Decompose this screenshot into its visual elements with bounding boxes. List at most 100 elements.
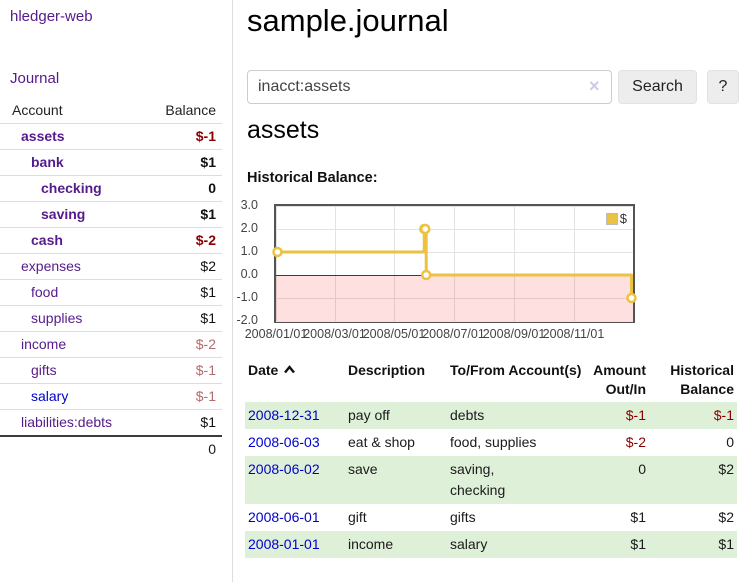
register-accounts-cell: debts: [450, 407, 485, 423]
chart-plot[interactable]: $: [272, 204, 637, 323]
register-balance-cell: $2: [718, 509, 734, 525]
account-name-cell: liabilities:debts: [0, 410, 148, 437]
register-header-date[interactable]: Date: [245, 358, 345, 402]
account-balance: $-2: [195, 232, 216, 248]
register-balance-cell: $-1: [713, 407, 734, 423]
data-point-marker: [626, 292, 637, 304]
account-balance: $1: [200, 284, 216, 300]
data-point-marker: [420, 269, 432, 281]
account-row: cash $-2: [0, 227, 222, 254]
register-date-cell: 2008-06-01: [245, 504, 345, 531]
register-row: 2008-06-01 gift gifts $1 $2: [245, 504, 737, 531]
accounts-total-row: 0: [0, 436, 222, 462]
account-name-cell: income: [0, 332, 148, 358]
clear-search-icon[interactable]: ×: [589, 76, 600, 96]
account-row: bank $1: [0, 149, 222, 176]
register-header-date-label: Date: [248, 362, 279, 378]
x-axis-tick-label: 2008/11/01: [542, 327, 605, 341]
account-balance: $1: [200, 154, 216, 170]
sidebar-account-link[interactable]: bank: [31, 154, 64, 170]
account-row: supplies $1: [0, 305, 222, 332]
transaction-date-link[interactable]: 2008-06-02: [248, 461, 320, 477]
data-point-marker: [419, 223, 431, 235]
accounts-table-header-row: Account Balance: [0, 98, 222, 124]
account-row: income $-2: [0, 331, 222, 358]
register-description-cell: save: [348, 461, 378, 477]
account-heading: assets: [247, 116, 320, 144]
sidebar-account-link[interactable]: assets: [21, 128, 65, 144]
gridline-vertical: [394, 206, 396, 321]
register-date-cell: 2008-01-01: [245, 531, 345, 558]
account-name-cell: assets: [0, 124, 148, 150]
transaction-date-link[interactable]: 2008-12-31: [248, 407, 320, 423]
gridline-vertical: [514, 206, 515, 321]
sidebar: hledger-web Journal Account Balance asse…: [0, 0, 233, 582]
sidebar-account-link[interactable]: saving: [41, 206, 86, 222]
data-point-marker: [272, 246, 283, 258]
gridline-vertical: [276, 206, 277, 321]
register-amount-cell: $1: [630, 536, 646, 552]
sidebar-account-link[interactable]: expenses: [21, 258, 81, 274]
account-name-cell: salary: [0, 384, 148, 410]
register-amount-cell: 0: [638, 461, 646, 477]
account-balance: $2: [200, 258, 216, 274]
transaction-date-link[interactable]: 2008-06-01: [248, 509, 320, 525]
x-axis-tick-label: 2008/05/01: [362, 327, 426, 341]
register-header-accounts: To/From Account(s): [450, 362, 582, 378]
register-row: 2008-01-01 income salary $1 $1: [245, 531, 737, 558]
x-axis-tick-label: 2008/03/01: [303, 327, 366, 341]
account-name-cell: cash: [0, 228, 148, 254]
sidebar-item-journal[interactable]: Journal: [10, 70, 60, 87]
sidebar-account-link[interactable]: cash: [31, 232, 63, 248]
sidebar-account-link[interactable]: supplies: [31, 310, 83, 326]
register-balance-cell: $1: [718, 536, 734, 552]
sidebar-account-link[interactable]: salary: [31, 388, 69, 404]
accounts-header-balance: Balance: [165, 102, 216, 118]
register-accounts-cell: saving, checking: [450, 461, 506, 498]
register-row: 2008-06-03 eat & shop food, supplies $-2 0: [245, 429, 737, 456]
account-row: salary $-1: [0, 383, 222, 410]
register-header-balance: Historical Balance: [670, 362, 734, 397]
register-header-description: Description: [348, 362, 426, 378]
accounts-total-spacer: [0, 436, 148, 462]
x-axis-tick-label: 2008/07/01: [422, 327, 485, 341]
gridline-vertical: [573, 206, 575, 321]
help-button[interactable]: ?: [707, 70, 739, 104]
account-balance: $-1: [195, 388, 216, 404]
transaction-date-link[interactable]: 2008-01-01: [248, 536, 320, 552]
account-name-cell: expenses: [0, 254, 148, 280]
sidebar-account-link[interactable]: gifts: [31, 362, 57, 378]
account-balance: $1: [200, 206, 216, 222]
account-balance: $-2: [195, 336, 216, 352]
chart-title: Historical Balance:: [247, 170, 378, 186]
register-balance-cell: 0: [726, 434, 734, 450]
app-title-link[interactable]: hledger-web: [10, 8, 93, 25]
register-row: 2008-12-31 pay off debts $-1 $-1: [245, 402, 737, 429]
legend-swatch-icon: [605, 212, 618, 225]
register-header-row: Date Description To/From Account(s) Amou…: [245, 358, 737, 402]
account-balance: $-1: [195, 128, 216, 144]
account-balance: $1: [200, 310, 216, 326]
chart-legend: $: [603, 210, 629, 227]
x-axis-tick-label: 2008/09/01: [482, 327, 546, 341]
register-date-cell: 2008-06-02: [245, 456, 345, 504]
search-input[interactable]: [247, 70, 612, 104]
y-axis-tick-label: 1.0: [240, 244, 258, 258]
register-description-cell: eat & shop: [348, 434, 415, 450]
transaction-date-link[interactable]: 2008-06-03: [248, 434, 320, 450]
sidebar-account-link[interactable]: liabilities:debts: [21, 414, 113, 430]
search-button[interactable]: Search: [618, 70, 697, 104]
gridline-horizontal: [276, 321, 633, 322]
account-balance: $-1: [195, 362, 216, 378]
account-row: expenses $2: [0, 253, 222, 280]
sidebar-account-link[interactable]: income: [21, 336, 67, 352]
register-accounts-cell: salary: [450, 536, 488, 552]
register-accounts-cell: gifts: [450, 509, 476, 525]
y-axis-tick-label: 2.0: [240, 221, 258, 235]
register-description-cell: income: [348, 536, 394, 552]
register-row: 2008-06-02 save saving, checking 0 $2: [245, 456, 737, 504]
sidebar-account-link[interactable]: checking: [41, 180, 102, 196]
account-row: assets $-1: [0, 123, 222, 150]
account-row: checking 0: [0, 175, 222, 202]
sidebar-account-link[interactable]: food: [31, 284, 59, 300]
